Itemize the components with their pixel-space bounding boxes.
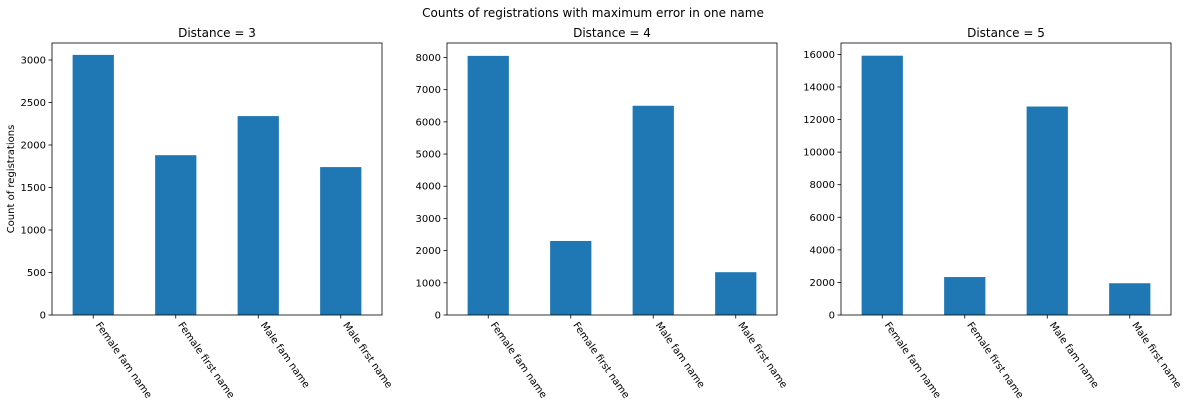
subplot-title: Distance = 4 — [573, 26, 651, 40]
y-tick-label: 2000 — [810, 278, 835, 289]
y-tick-label: 1000 — [21, 226, 46, 237]
x-tick-label: Female fam name — [93, 320, 154, 400]
x-tick-label: Male fam name — [258, 320, 312, 390]
subplot-distance-3: 0 500 1000 1500 2000 2500 3000 Female fam name F… — [6, 26, 394, 401]
axes-frame — [51, 42, 383, 316]
y-tick-label: 0 — [435, 311, 441, 322]
x-tick-label: Male fam name — [653, 320, 707, 390]
y-tick-label: 1500 — [21, 183, 46, 194]
figure-title: Counts of registrations with maximum err… — [422, 6, 764, 20]
axes-frame — [840, 42, 1172, 316]
y-tick-label: 4000 — [810, 245, 835, 256]
y-tick-label: 3000 — [416, 214, 441, 225]
y-tick-label: 7000 — [416, 85, 441, 96]
y-tick-label: 5000 — [416, 150, 441, 161]
y-tick-label: 1000 — [416, 278, 441, 289]
y-tick-label: 6000 — [416, 117, 441, 128]
bar-female-first-name — [944, 277, 986, 315]
y-tick-label: 14000 — [803, 82, 835, 93]
bar-male-first-name — [1109, 283, 1151, 315]
x-tick-label: Male fam name — [1047, 320, 1101, 390]
x-tick-label: Female first name — [964, 320, 1025, 400]
x-tick-label: Male first name — [340, 320, 394, 390]
y-tick-label: 8000 — [810, 180, 835, 191]
y-tick-label: 10000 — [803, 148, 835, 159]
bar-female-fam-name — [72, 54, 114, 316]
bar-female-first-name — [550, 240, 592, 315]
subplot-title: Distance = 3 — [178, 26, 256, 40]
y-tick-label: 0 — [40, 311, 46, 322]
y-tick-label: 16000 — [803, 50, 835, 61]
bar-female-fam-name — [467, 55, 509, 316]
y-tick-label: 500 — [27, 268, 46, 279]
y-tick-label: 4000 — [416, 182, 441, 193]
y-axis-label: Count of registrations — [6, 125, 17, 234]
bar-male-fam-name — [632, 105, 674, 316]
bar-male-first-name — [715, 272, 757, 315]
subplot-title: Distance = 5 — [967, 26, 1045, 40]
y-tick-label: 6000 — [810, 213, 835, 224]
bar-male-first-name — [320, 167, 362, 315]
axes-frame — [446, 42, 778, 316]
x-tick-label: Female first name — [570, 320, 631, 400]
y-tick-label: 0 — [829, 311, 835, 322]
y-tick-label: 8000 — [416, 53, 441, 64]
x-tick-label: Female fam name — [488, 320, 549, 400]
x-tick-label: Female fam name — [882, 320, 943, 400]
bar-male-fam-name — [237, 116, 279, 315]
y-tick-label: 3000 — [21, 56, 46, 67]
x-tick-label: Male first name — [735, 320, 789, 390]
x-tick-label: Male first name — [1129, 320, 1183, 390]
y-tick-label: 2000 — [21, 141, 46, 152]
y-tick-label: 2000 — [416, 246, 441, 257]
y-tick-label: 2500 — [21, 98, 46, 109]
bar-female-fam-name — [861, 55, 903, 315]
bar-male-fam-name — [1026, 106, 1068, 315]
subplot-distance-5: 0 2000 4000 6000 8000 10000 12000 14000 16000 Fem… — [803, 26, 1183, 401]
x-tick-label: Female first name — [175, 320, 236, 400]
bar-female-first-name — [155, 155, 197, 315]
subplot-distance-4: 0 1000 2000 3000 4000 5000 6000 7000 8000 Female … — [416, 26, 789, 401]
y-tick-label: 12000 — [803, 115, 835, 126]
